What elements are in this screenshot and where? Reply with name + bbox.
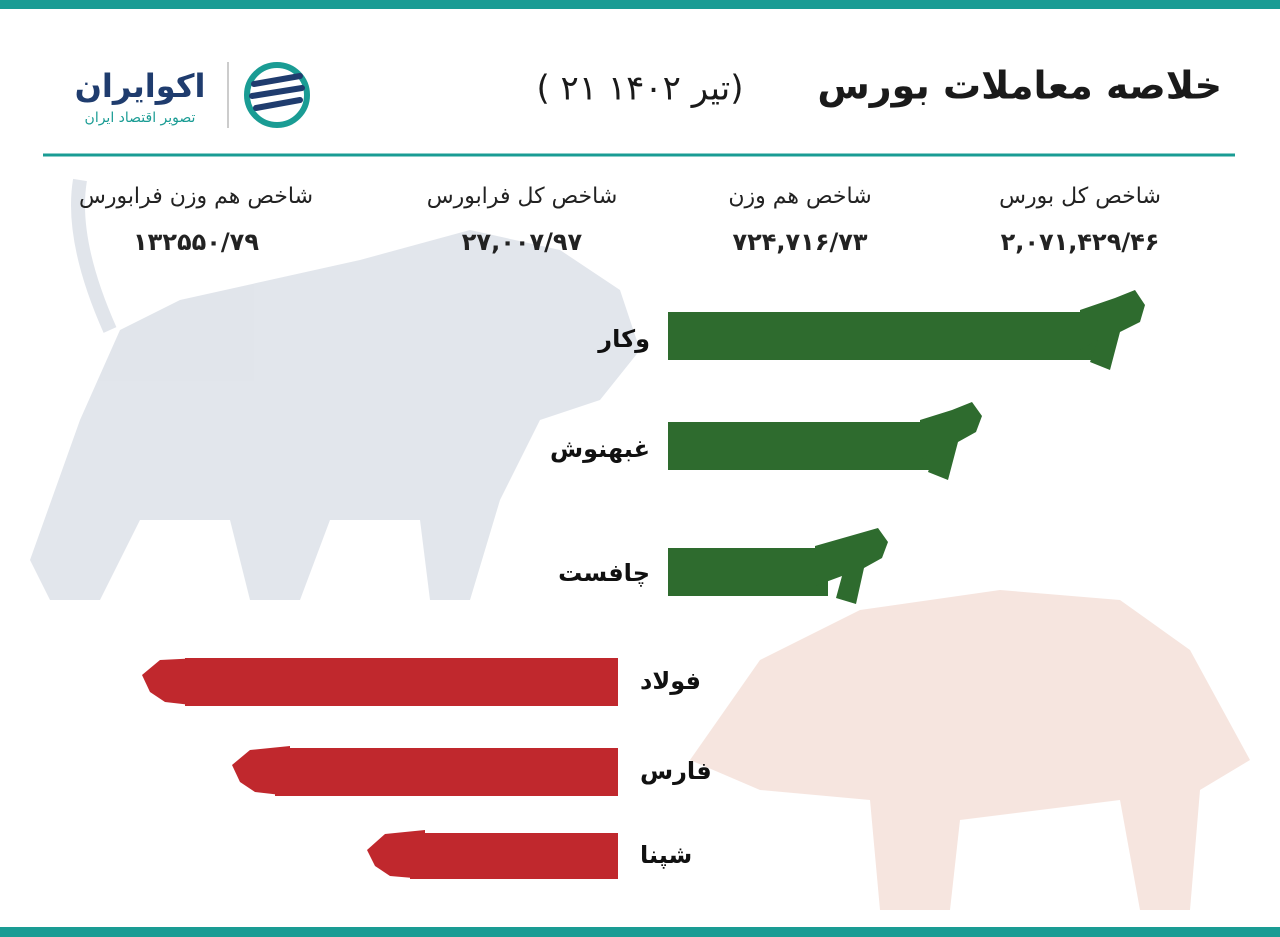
loser-bar bbox=[185, 658, 618, 706]
indices: شاخص کل بورس ۲,۰۷۱,۴۲۹/۴۶ شاخص هم وزن ۷۲… bbox=[79, 184, 1161, 256]
gainer-label: چافست bbox=[558, 559, 650, 587]
gainers: وکار غبهنوش چافست bbox=[550, 290, 1145, 604]
logo: اکوایران تصویر اقتصاد ایران bbox=[75, 62, 310, 128]
bear-icon bbox=[367, 830, 425, 879]
losers: فولاد فارس شپنا bbox=[142, 658, 712, 879]
bottom-band bbox=[0, 927, 1280, 937]
index-value: ۲۷,۰۰۷/۹۷ bbox=[462, 228, 583, 256]
gainer-bar bbox=[668, 422, 938, 470]
gainer-bar bbox=[668, 312, 1098, 360]
index-label: شاخص هم وزن فرابورس bbox=[79, 184, 313, 209]
bear-icon bbox=[142, 658, 200, 706]
loser-bar bbox=[410, 833, 618, 879]
page-date: ( ۲۱ تیر ۱۴۰۲) bbox=[536, 69, 743, 109]
loser-label: فولاد bbox=[640, 667, 701, 695]
index-label: شاخص هم وزن bbox=[728, 184, 871, 209]
bear-background bbox=[690, 590, 1250, 910]
loser-label: شپنا bbox=[640, 841, 692, 869]
bull-icon bbox=[920, 402, 982, 480]
index-label: شاخص کل فرابورس bbox=[427, 184, 618, 209]
loser-bar bbox=[275, 748, 618, 796]
logo-tagline: تصویر اقتصاد ایران bbox=[85, 110, 196, 126]
gainer-label: غبهنوش bbox=[550, 435, 650, 463]
bull-icon bbox=[1080, 290, 1145, 370]
index-value: ۱۳۲۵۵۰/۷۹ bbox=[133, 228, 259, 256]
index-value: ۷۲۴,۷۱۶/۷۳ bbox=[732, 228, 867, 256]
gainer-label: وکار bbox=[597, 325, 650, 353]
page-title: خلاصه معاملات بورس bbox=[817, 64, 1222, 108]
gainer-bar bbox=[668, 548, 828, 596]
bear-icon bbox=[232, 746, 290, 796]
loser-label: فارس bbox=[640, 757, 712, 785]
index-label: شاخص کل بورس bbox=[999, 184, 1161, 209]
index-value: ۲,۰۷۱,۴۲۹/۴۶ bbox=[1001, 228, 1160, 256]
bull-icon bbox=[815, 528, 888, 604]
bull-background bbox=[30, 178, 640, 600]
top-band bbox=[0, 0, 1280, 9]
logo-name: اکوایران bbox=[75, 67, 206, 105]
